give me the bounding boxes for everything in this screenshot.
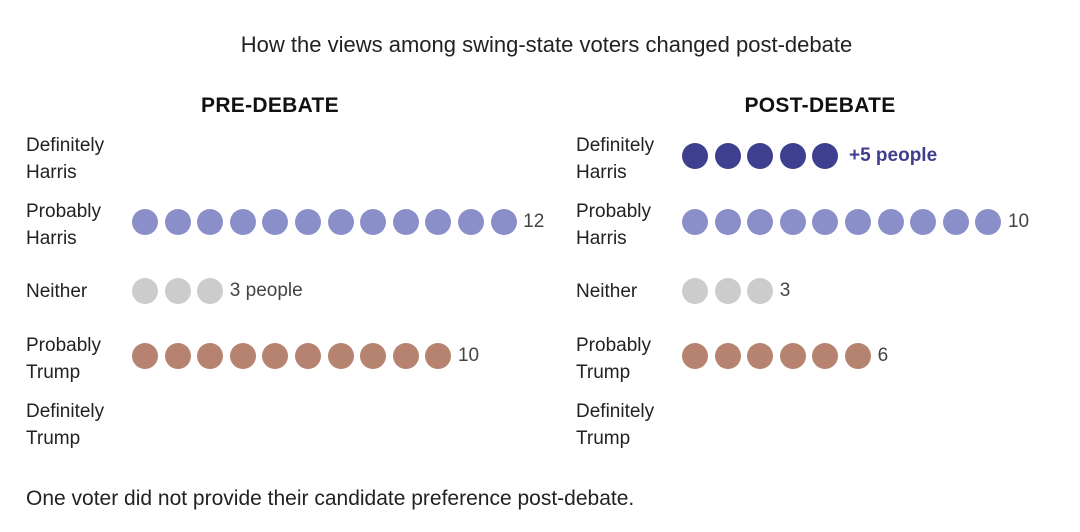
row-label: Definitely Trump xyxy=(26,398,126,452)
voter-dot xyxy=(714,143,741,169)
dot-strip: +5 people xyxy=(682,143,937,169)
row-label-line: Trump xyxy=(576,362,631,383)
voter-dot xyxy=(779,143,806,169)
voter-dot xyxy=(294,209,321,235)
row-label-line: Trump xyxy=(576,428,631,449)
voter-dot xyxy=(294,343,321,369)
voter-dot xyxy=(360,343,387,369)
row-label: Definitely Trump xyxy=(576,398,676,452)
row-label-line: Probably xyxy=(576,201,651,222)
dot-strip: 10 xyxy=(682,209,1029,235)
row-label-line: Harris xyxy=(26,228,77,249)
voter-dot xyxy=(682,209,708,235)
voter-dot xyxy=(229,343,256,369)
row-label-line: Harris xyxy=(576,162,627,183)
voter-dot xyxy=(682,278,708,304)
dot-strip: 12 xyxy=(132,209,544,235)
voter-dot xyxy=(132,343,158,369)
row-label-line: Harris xyxy=(26,162,77,183)
voter-dot xyxy=(197,278,224,304)
dot-strip: 6 xyxy=(682,343,888,369)
value-label: 12 xyxy=(523,211,545,232)
voter-dot xyxy=(197,343,224,369)
row-label: Neither xyxy=(576,278,676,305)
voter-dot xyxy=(877,209,904,235)
voter-dot xyxy=(262,209,289,235)
chart-title: How the views among swing-state voters c… xyxy=(240,32,853,57)
pre-debate-panel: PRE-DEBATE Definitely Harris Probably Harri… xyxy=(0,90,544,460)
row-label-line: Definitely xyxy=(26,135,105,156)
row-label-line: Definitely xyxy=(576,135,655,156)
panel-title-post-debate: POST-DEBATE xyxy=(744,94,896,117)
value-label: 3 xyxy=(779,280,791,301)
value-label: +5 people xyxy=(848,145,938,166)
voter-dot xyxy=(747,143,774,169)
row-label: Probably Trump xyxy=(26,332,126,386)
row-label-line: Definitely xyxy=(576,401,655,422)
voter-dot xyxy=(229,209,256,235)
row-label: Definitely Harris xyxy=(576,132,676,186)
voter-dot xyxy=(812,343,839,369)
voter-dot xyxy=(682,343,708,369)
row-label-line: Probably xyxy=(26,201,101,222)
voter-dot xyxy=(164,343,191,369)
dot-strip: 3 xyxy=(682,278,790,304)
row-label-line: Harris xyxy=(576,228,627,249)
voter-dot xyxy=(975,209,1002,235)
voter-dot xyxy=(844,209,871,235)
voter-dot xyxy=(714,209,741,235)
voter-dot xyxy=(360,209,387,235)
voter-dot xyxy=(327,209,354,235)
voter-dot xyxy=(910,209,937,235)
voter-dot xyxy=(490,209,517,235)
row-label-line: Probably xyxy=(576,335,651,356)
footnote: One voter did not provide their candidat… xyxy=(26,487,635,510)
row-label-line: Trump xyxy=(26,428,81,449)
dot-strip: 10 xyxy=(132,343,479,369)
voter-dot xyxy=(425,343,452,369)
row-label-line: Neither xyxy=(576,281,638,302)
row-label: Probably Harris xyxy=(576,198,676,252)
value-label: 10 xyxy=(1007,211,1030,232)
voter-dot xyxy=(714,278,741,304)
row-label: Probably Trump xyxy=(576,332,676,386)
row-label: Neither xyxy=(26,278,126,305)
voter-dot xyxy=(812,143,839,169)
value-label: 3 people xyxy=(229,280,303,301)
row-label-line: Neither xyxy=(26,281,88,302)
voter-dot xyxy=(942,209,969,235)
voter-dot xyxy=(392,209,419,235)
voter-dot xyxy=(262,343,289,369)
dot-strip: 3 people xyxy=(132,278,303,304)
voter-dot xyxy=(457,209,484,235)
voter-dot xyxy=(747,343,774,369)
voter-dot xyxy=(392,343,419,369)
voter-dot xyxy=(747,278,774,304)
voter-dot xyxy=(844,343,871,369)
panel-title-pre-debate: PRE-DEBATE xyxy=(201,94,339,117)
row-label-line: Definitely xyxy=(26,401,105,422)
post-debate-panel: POST-DEBATE Definitely Harris +5 people Pro… xyxy=(550,90,1080,460)
voter-dot xyxy=(812,209,839,235)
voter-dot xyxy=(164,209,191,235)
voter-dot xyxy=(779,343,806,369)
voter-dot xyxy=(714,343,741,369)
value-label: 10 xyxy=(457,345,480,366)
voter-dot xyxy=(327,343,354,369)
row-label: Probably Harris xyxy=(26,198,126,252)
voter-dot xyxy=(779,209,806,235)
voter-dot xyxy=(425,209,452,235)
voter-dot xyxy=(197,209,224,235)
row-label: Definitely Harris xyxy=(26,132,126,186)
voter-dot xyxy=(132,209,158,235)
row-label-line: Probably xyxy=(26,335,101,356)
voter-dot xyxy=(682,143,708,169)
voter-dot xyxy=(132,278,158,304)
voter-dot xyxy=(164,278,191,304)
voter-dot xyxy=(747,209,774,235)
value-label: 6 xyxy=(877,345,889,366)
row-label-line: Trump xyxy=(26,362,81,383)
